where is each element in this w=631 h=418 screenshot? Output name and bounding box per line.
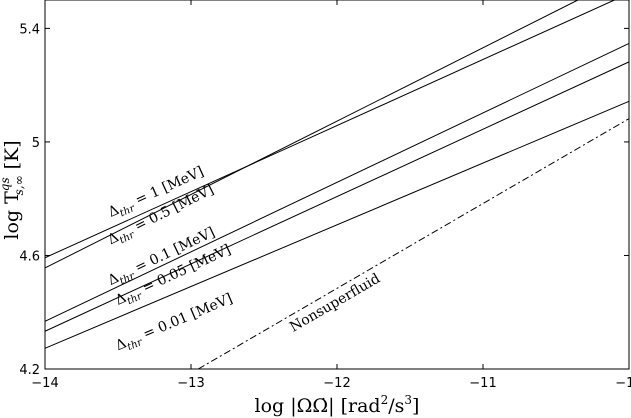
x-axis-title-sup2: 3 <box>404 393 412 407</box>
y-axis-title-prefix: log T <box>1 191 23 240</box>
series-line <box>44 42 630 322</box>
series-line <box>44 0 615 259</box>
x-tick-label: −10 <box>615 376 631 391</box>
x-axis-title-end: ] <box>412 395 419 417</box>
series-lines <box>44 0 630 370</box>
x-axis-title: log |ΩΩ̇| [rad2/s3] <box>255 393 420 417</box>
y-tick-label: 5.4 <box>19 22 40 37</box>
y-tick-label: 4.2 <box>19 363 40 378</box>
plot-frame <box>44 0 630 370</box>
series-label-text: = 0.01 [MeV] <box>137 291 235 345</box>
y-tick-label: 4.6 <box>19 249 40 264</box>
y-axis-title-sup: qs <box>0 177 12 191</box>
series-labels: Δthr = 1 [MeV]Δthr = 0.5 [MeV]Δthr = 0.1… <box>105 164 383 355</box>
y-axis-title-suffix: [K] <box>1 140 23 175</box>
x-tick-label: −14 <box>31 376 58 391</box>
series-line <box>44 100 630 349</box>
x-axis-title-prefix: log |ΩΩ̇| [rad <box>255 395 381 417</box>
x-tick-label: −12 <box>323 376 350 391</box>
x-axis-title-suffix: /s <box>388 395 404 417</box>
series-line <box>198 118 630 370</box>
x-tick-label: −11 <box>469 376 496 391</box>
axis-ticks: −14 −13 −12 −11 −10 4.2 4.6 5 5.4 <box>19 0 631 391</box>
x-axis-title-sup: 2 <box>381 393 389 407</box>
series-label: Nonsuperfluid <box>287 271 383 336</box>
x-tick-label: −13 <box>177 376 204 391</box>
y-axis-title-sub: s,∞ <box>12 175 26 195</box>
series-line <box>44 0 579 269</box>
y-tick-label: 5 <box>32 136 40 151</box>
y-axis-title: log Tqss,∞ [K] <box>0 140 26 239</box>
series-line <box>44 61 630 332</box>
